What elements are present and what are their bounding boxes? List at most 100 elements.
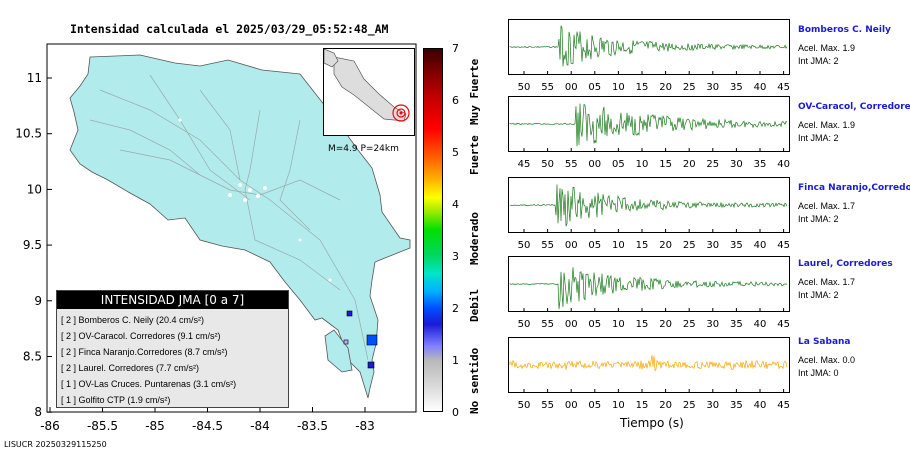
station-max-acc: Acel. Max. 1.7 [798, 201, 856, 211]
time-tick: 10 [612, 319, 625, 330]
legend-title: INTENSIDAD JMA [0 a 7] [57, 291, 288, 309]
time-tick: 55 [541, 82, 554, 93]
time-tick: 00 [565, 400, 578, 411]
colorbar-category: Muy Fuerte [468, 58, 481, 125]
time-tick: 35 [730, 319, 743, 330]
time-tick: 10 [636, 159, 649, 170]
time-tick: 00 [565, 319, 578, 330]
map-x-tick: -86 [40, 419, 60, 433]
time-tick: 05 [588, 400, 601, 411]
time-tick: 10 [612, 400, 625, 411]
map-x-tick: -85.5 [87, 419, 118, 433]
time-tick: 20 [659, 319, 672, 330]
legend-item: [ 2 ] Finca Naranjo.Corredores (8.7 cm/s… [61, 347, 228, 357]
station-name: Finca Naranjo,Corredor [798, 183, 910, 193]
time-tick: 35 [730, 400, 743, 411]
magnitude-depth-label: M=4.9 P=24km [328, 144, 399, 154]
time-tick: 15 [636, 319, 649, 330]
time-tick: 35 [730, 240, 743, 251]
time-tick: 30 [706, 82, 719, 93]
time-tick: 50 [518, 82, 531, 93]
time-tick: 00 [565, 240, 578, 251]
colorbar-tick: 6 [452, 94, 459, 107]
time-tick: 50 [518, 240, 531, 251]
time-tick: 25 [683, 400, 696, 411]
towns [178, 118, 332, 282]
footer-id: LISUCR 20250329115250 [4, 440, 107, 449]
time-tick: 55 [565, 159, 578, 170]
colorbar-tick: 0 [452, 406, 459, 419]
station-intensity: Int JMA: 2 [798, 133, 839, 143]
time-tick: 30 [706, 400, 719, 411]
colorbar-category: Debil [468, 288, 481, 322]
time-tick: 40 [754, 240, 767, 251]
time-tick: 35 [730, 82, 743, 93]
seismogram-panel [508, 256, 790, 312]
seismogram-trace: 45 50 55 00 05 10 15 20 25 30 35 40 [509, 103, 790, 170]
colorbar-tick: 7 [452, 42, 459, 55]
legend-item: [ 1 ] OV-Las Cruces. Puntarenas (3.1 cm/… [61, 379, 237, 389]
station-intensity: Int JMA: 0 [798, 368, 839, 378]
station-name: OV-Caracol, Corredore [798, 102, 910, 112]
station-intensity: Int JMA: 2 [798, 290, 839, 300]
map-x-tick: -83 [355, 419, 375, 433]
colorbar-tick: 3 [452, 250, 459, 263]
station-max-acc: Acel. Max. 0.0 [798, 355, 856, 365]
colorbar-tick: 1 [452, 354, 459, 367]
station-name: Laurel, Corredores [798, 259, 893, 269]
time-tick: 45 [518, 159, 531, 170]
time-tick: 35 [754, 159, 767, 170]
time-tick: 15 [636, 82, 649, 93]
station-marker [367, 361, 375, 369]
time-tick: 10 [612, 82, 625, 93]
station-info: Laurel, Corredores Acel. Max. 1.7 Int JM… [798, 259, 893, 300]
time-tick: 30 [706, 240, 719, 251]
station-max-acc: Acel. Max. 1.9 [798, 43, 856, 53]
time-tick: 45 [777, 400, 790, 411]
epicenter-icon [399, 111, 403, 115]
station-info: OV-Caracol, Corredore Acel. Max. 1.9 Int… [798, 102, 910, 143]
osa-peninsula [324, 329, 353, 373]
colorbar-category: Moderado [468, 212, 481, 265]
station-name: La Sabana [798, 337, 851, 347]
time-tick: 25 [706, 159, 719, 170]
time-tick: 55 [541, 319, 554, 330]
time-tick: 40 [754, 400, 767, 411]
map-y-tick: 10.5 [15, 127, 42, 141]
seismogram-panel [508, 19, 790, 75]
time-tick: 15 [636, 400, 649, 411]
colorbar-category: No sentido [468, 347, 481, 414]
epicenter-ring [392, 104, 410, 122]
colorbar-tick: 2 [452, 302, 459, 315]
map-y-tick: 10 [27, 182, 42, 196]
map-y-tick: 9 [34, 294, 42, 308]
time-axis-label: Tiempo (s) [620, 416, 684, 430]
legend-item: [ 2 ] OV-Caracol. Corredores (9.1 cm/s²) [61, 331, 221, 341]
time-tick: 45 [777, 240, 790, 251]
time-tick: 30 [706, 319, 719, 330]
time-tick: 50 [541, 159, 554, 170]
map-y-tick: 8 [34, 405, 42, 419]
station-info: Finca Naranjo,Corredor Acel. Max. 1.7 In… [798, 183, 910, 224]
map-x-tick: -83.5 [297, 419, 328, 433]
station-max-acc: Acel. Max. 1.9 [798, 120, 856, 130]
colorbar-tick: 4 [452, 198, 459, 211]
time-tick: 25 [683, 82, 696, 93]
time-tick: 40 [754, 319, 767, 330]
colorbar-category: Fuerte [468, 135, 481, 175]
map-x-tick: -84 [250, 419, 270, 433]
time-tick: 05 [612, 159, 625, 170]
station-intensity: Int JMA: 2 [798, 56, 839, 66]
legend-item: [ 1 ] Golfito CTP (1.9 cm/s²) [61, 395, 171, 405]
time-tick: 20 [683, 159, 696, 170]
time-tick: 20 [659, 400, 672, 411]
time-tick: 30 [730, 159, 743, 170]
time-tick: 20 [659, 82, 672, 93]
legend-item: [ 2 ] Laurel. Corredores (7.7 cm/s²) [61, 363, 200, 373]
colorbar-tick: 5 [452, 146, 459, 159]
station-info: Bomberos C. Neily Acel. Max. 1.9 Int JMA… [798, 25, 891, 66]
time-tick: 00 [565, 82, 578, 93]
time-tick: 25 [683, 319, 696, 330]
time-tick: 50 [518, 400, 531, 411]
time-tick: 15 [659, 159, 672, 170]
